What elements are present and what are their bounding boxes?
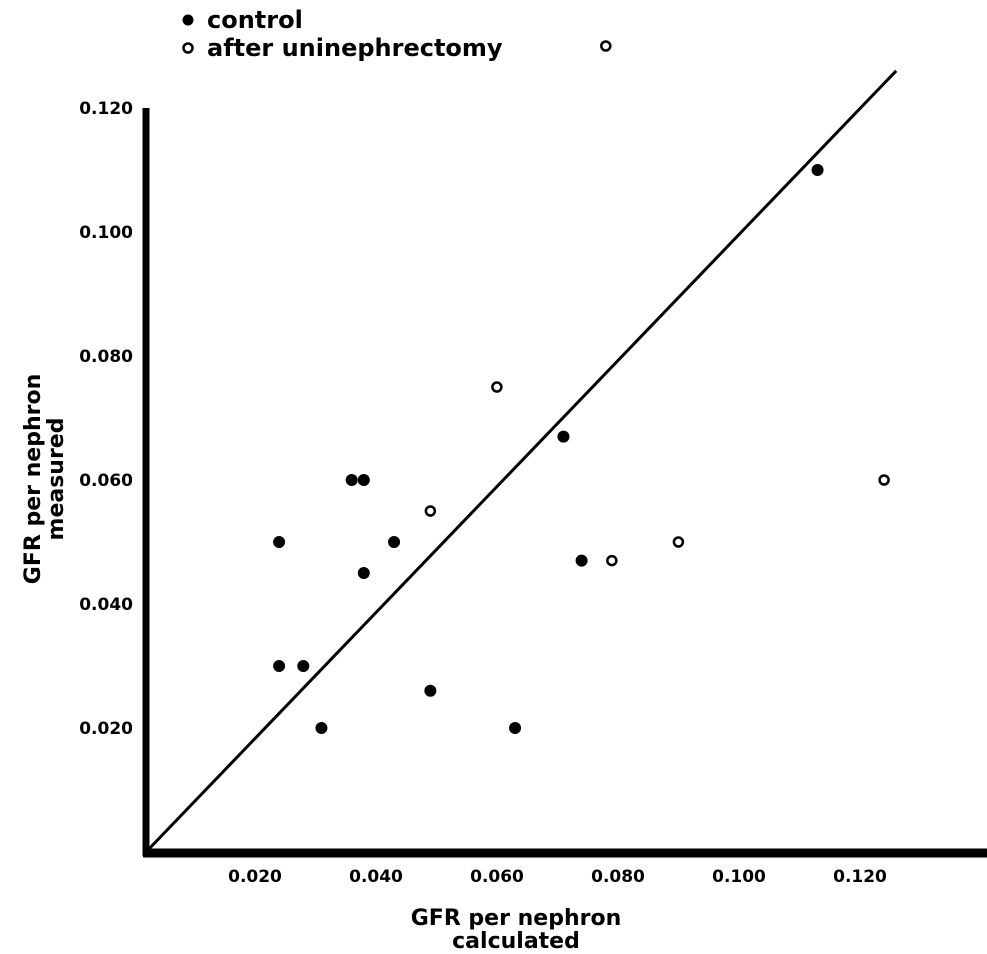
- point-control: [297, 660, 310, 672]
- y-tick-label: 0.020: [79, 719, 133, 739]
- point-control: [273, 660, 286, 672]
- x-tick-label: 0.080: [591, 867, 645, 887]
- point-after-uninephrectomy: [672, 536, 685, 548]
- x-tick-label: 0.020: [228, 867, 282, 887]
- point-control: [357, 567, 370, 579]
- point-control: [424, 684, 437, 697]
- x-tick-label: 0.060: [470, 867, 524, 887]
- point-control: [575, 554, 588, 567]
- point-control: [357, 474, 370, 486]
- legend: control after uninephrectomy: [182, 6, 503, 62]
- x-tick-label: 0.040: [349, 867, 403, 887]
- y-axis-title: GFR per nephron measured: [21, 374, 69, 584]
- data-points: [273, 40, 890, 734]
- point-after-uninephrectomy: [606, 554, 618, 567]
- y-axis-title-line-1: GFR per nephron: [21, 374, 46, 584]
- y-tick-label: 0.040: [79, 595, 133, 615]
- y-tick-label: 0.120: [79, 99, 133, 119]
- x-axis-title-line-2: calculated: [452, 929, 580, 954]
- y-tick-label: 0.100: [79, 223, 133, 243]
- legend-marker-after-uninephrectomy: [182, 42, 194, 54]
- identity-line: [144, 69, 898, 854]
- point-control: [345, 474, 358, 486]
- point-control: [811, 164, 824, 176]
- legend-marker-control: [182, 14, 194, 26]
- point-control: [388, 536, 401, 548]
- x-axis-ticks: 0.020 0.040 0.060 0.080 0.100 0.120: [228, 867, 887, 887]
- point-after-uninephrectomy: [600, 40, 612, 52]
- y-tick-label: 0.080: [79, 347, 133, 367]
- y-tick-label: 0.060: [79, 471, 133, 491]
- point-after-uninephrectomy: [424, 505, 437, 517]
- legend-label-control: control: [207, 6, 303, 34]
- x-axis-title-line-1: GFR per nephron: [411, 906, 621, 931]
- legend-label-after-uninephrectomy: after uninephrectomy: [207, 34, 503, 62]
- x-tick-label: 0.120: [833, 867, 887, 887]
- x-tick-label: 0.100: [712, 867, 766, 887]
- y-axis-ticks: 0.020 0.040 0.060 0.080 0.100 0.120: [79, 99, 133, 739]
- point-control: [509, 722, 522, 734]
- point-after-uninephrectomy: [878, 474, 890, 486]
- point-after-uninephrectomy: [491, 381, 503, 393]
- x-axis-title: GFR per nephron calculated: [411, 906, 621, 954]
- point-control: [557, 430, 570, 443]
- y-axis-title-line-2: measured: [44, 418, 69, 541]
- point-control: [273, 536, 286, 548]
- point-control: [315, 722, 328, 734]
